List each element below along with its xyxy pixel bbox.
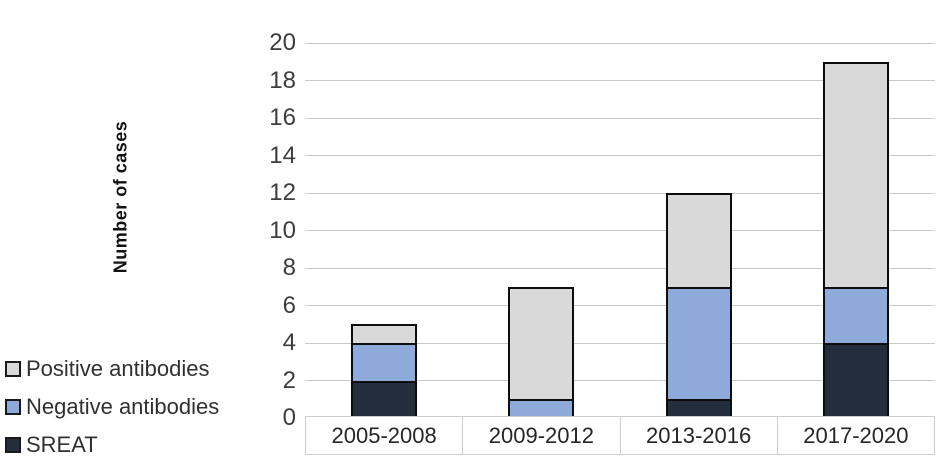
y-tick-label: 0 xyxy=(282,404,296,431)
x-category-label: 2017-2020 xyxy=(803,422,909,448)
bar-segment-positive-antibodies xyxy=(823,61,890,287)
legend-item-label: Negative antibodies xyxy=(26,394,220,419)
bar-segment-sreat xyxy=(823,343,890,418)
y-tick-label: 6 xyxy=(282,291,296,319)
gridline xyxy=(305,117,935,119)
x-axis: 2005-2008 2009-2012 2013-2016 2017-2020 xyxy=(305,416,935,455)
x-category-label: 2005-2008 xyxy=(331,422,437,448)
x-category-cell: 2017-2020 xyxy=(776,416,935,455)
x-category-cell: 2005-2008 xyxy=(305,416,464,455)
bar-segment-negative-antibodies xyxy=(823,286,890,343)
bar-segment-sreat xyxy=(350,380,417,418)
gridline xyxy=(305,380,935,381)
y-tick-label: 12 xyxy=(269,179,296,206)
legend: Positive antibodies Negative antibodies SR… xyxy=(5,355,219,469)
gridline xyxy=(305,80,935,81)
y-tick-label: 18 xyxy=(269,66,296,94)
legend-swatch-negative-antibodies xyxy=(5,399,21,415)
y-tick-label: 2 xyxy=(282,366,296,394)
x-category-cell: 2013-2016 xyxy=(619,416,778,455)
y-tick-label: 10 xyxy=(269,216,296,244)
plot-area xyxy=(305,42,935,418)
y-tick-label: 8 xyxy=(282,254,296,281)
y-tick-label: 20 xyxy=(269,29,296,56)
legend-item-label: SREAT xyxy=(26,432,98,457)
gridline xyxy=(305,305,935,306)
bar-2013-2016 xyxy=(665,193,732,418)
legend-item: Negative antibodies xyxy=(5,393,219,421)
x-category-cell: 2009-2012 xyxy=(462,416,621,455)
x-category-label: 2013-2016 xyxy=(646,422,752,448)
bar-2005-2008 xyxy=(350,324,417,418)
gridline xyxy=(305,42,935,44)
bar-segment-positive-antibodies xyxy=(665,193,732,287)
bar-segment-positive-antibodies xyxy=(508,286,575,400)
bar-segment-negative-antibodies xyxy=(350,343,417,381)
bar-segment-negative-antibodies xyxy=(665,286,732,400)
y-tick-label: 14 xyxy=(269,141,296,169)
bar-2017-2020 xyxy=(823,61,890,418)
bar-2009-2012 xyxy=(508,286,575,418)
x-category-label: 2009-2012 xyxy=(488,422,594,448)
y-tick-label: 4 xyxy=(282,329,296,356)
gridline xyxy=(305,155,935,156)
legend-swatch-positive-antibodies xyxy=(5,361,21,377)
legend-item: SREAT xyxy=(5,431,219,459)
gridline xyxy=(305,192,935,194)
bar-segment-positive-antibodies xyxy=(350,324,417,343)
gridline xyxy=(305,267,935,269)
y-tick-label: 16 xyxy=(269,104,296,131)
legend-item: Positive antibodies xyxy=(5,355,219,383)
legend-swatch-sreat xyxy=(5,437,21,453)
gridline xyxy=(305,230,935,231)
legend-item-label: Positive antibodies xyxy=(26,356,210,381)
gridline xyxy=(305,342,935,344)
